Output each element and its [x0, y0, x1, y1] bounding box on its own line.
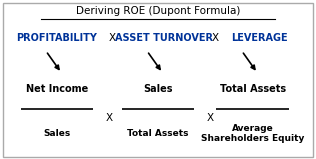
Text: ASSET TURNOVER: ASSET TURNOVER — [115, 33, 213, 43]
Text: PROFITABILITY: PROFITABILITY — [16, 33, 97, 43]
Text: Average
Shareholders Equity: Average Shareholders Equity — [201, 124, 305, 143]
Text: X: X — [211, 33, 218, 43]
Text: Deriving ROE (Dupont Formula): Deriving ROE (Dupont Formula) — [76, 6, 240, 16]
FancyBboxPatch shape — [3, 3, 313, 157]
Text: Total Assets: Total Assets — [220, 84, 286, 94]
Text: X: X — [207, 113, 214, 123]
Text: Total Assets: Total Assets — [127, 129, 189, 138]
Text: Sales: Sales — [143, 84, 173, 94]
Text: X: X — [106, 113, 112, 123]
Text: Sales: Sales — [43, 129, 70, 138]
Text: X: X — [109, 33, 116, 43]
Text: LEVERAGE: LEVERAGE — [231, 33, 288, 43]
Text: Net Income: Net Income — [26, 84, 88, 94]
